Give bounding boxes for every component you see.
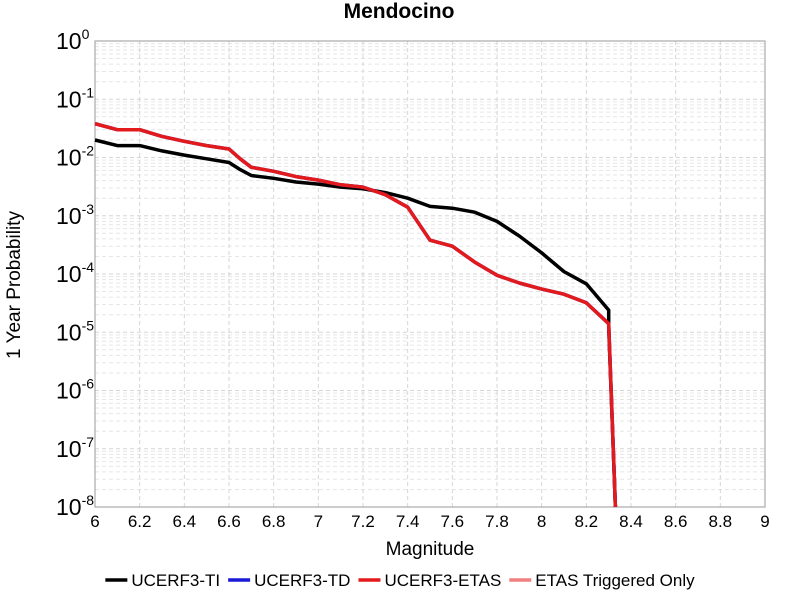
series-line-3 <box>94 122 618 508</box>
x-tick-label: 6.2 <box>128 512 152 531</box>
x-tick-label: 8.8 <box>709 512 733 531</box>
y-tick-label: 10-5 <box>56 317 94 345</box>
y-tick-label: 10-7 <box>56 434 94 462</box>
x-tick-label: 9 <box>760 512 769 531</box>
series-line-1 <box>94 138 618 508</box>
x-tick-labels: 6 6.2 6.4 6.6 6.8 7 7.2 7.4 7.6 7.8 8 8.2 8.4 8.6 8.8 9 <box>90 512 769 531</box>
y-tick-labels: 100 10-1 10-2 10-3 10-4 10-5 10-6 10-7 10-8 <box>56 26 94 520</box>
x-tick-label: 6.6 <box>217 512 241 531</box>
x-tick-label: 7.6 <box>441 512 465 531</box>
y-tick-label: 10-3 <box>56 201 94 229</box>
x-tick-label: 6 <box>90 512 99 531</box>
y-tick-label: 10-8 <box>56 492 94 520</box>
y-tick-label: 10-6 <box>56 376 94 404</box>
x-axis-label: Magnitude <box>386 539 475 560</box>
x-tick-label: 7 <box>314 512 323 531</box>
x-tick-label: 6.8 <box>262 512 286 531</box>
legend-label-3: UCERF3-ETAS <box>384 571 501 590</box>
y-tick-label: 10-4 <box>56 259 94 287</box>
legend: UCERF3-TI UCERF3-TD UCERF3-ETAS ETAS Trigge… <box>105 571 695 590</box>
series-layer <box>94 122 618 508</box>
x-tick-label: 7.2 <box>351 512 375 531</box>
y-tick-label: 100 <box>56 26 90 54</box>
legend-label-4: ETAS Triggered Only <box>535 571 695 590</box>
x-tick-label: 7.8 <box>485 512 509 531</box>
plot-frame <box>94 40 766 508</box>
y-tick-label: 10-1 <box>56 84 94 112</box>
x-tick-label: 7.4 <box>396 512 420 531</box>
legend-label-2: UCERF3-TD <box>254 571 350 590</box>
legend-label-1: UCERF3-TI <box>131 571 220 590</box>
x-tick-label: 8.6 <box>664 512 688 531</box>
grid <box>94 40 766 508</box>
x-tick-label: 8 <box>537 512 546 531</box>
y-axis-label: 1 Year Probability <box>4 211 25 359</box>
y-tick-label: 10-2 <box>56 143 94 171</box>
x-tick-label: 8.4 <box>619 512 643 531</box>
x-tick-label: 8.2 <box>575 512 599 531</box>
series-line-2 <box>94 122 618 508</box>
chart-title: Mendocino <box>344 0 455 23</box>
x-tick-label: 6.4 <box>173 512 197 531</box>
